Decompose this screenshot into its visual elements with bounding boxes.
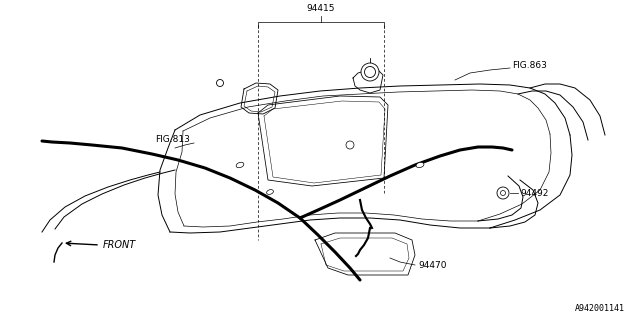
Ellipse shape <box>416 162 424 168</box>
Circle shape <box>497 187 509 199</box>
Circle shape <box>361 63 379 81</box>
Circle shape <box>365 67 376 77</box>
Text: 94492: 94492 <box>520 188 548 197</box>
Text: 94470: 94470 <box>418 260 447 269</box>
Text: FRONT: FRONT <box>103 240 136 250</box>
Text: 94415: 94415 <box>307 4 335 13</box>
Circle shape <box>346 141 354 149</box>
Ellipse shape <box>236 162 244 168</box>
Circle shape <box>500 190 506 196</box>
Ellipse shape <box>267 190 273 194</box>
Text: A942001141: A942001141 <box>575 304 625 313</box>
Text: FIG.863: FIG.863 <box>512 61 547 70</box>
Circle shape <box>216 79 223 86</box>
Text: FIG.813: FIG.813 <box>155 135 190 145</box>
